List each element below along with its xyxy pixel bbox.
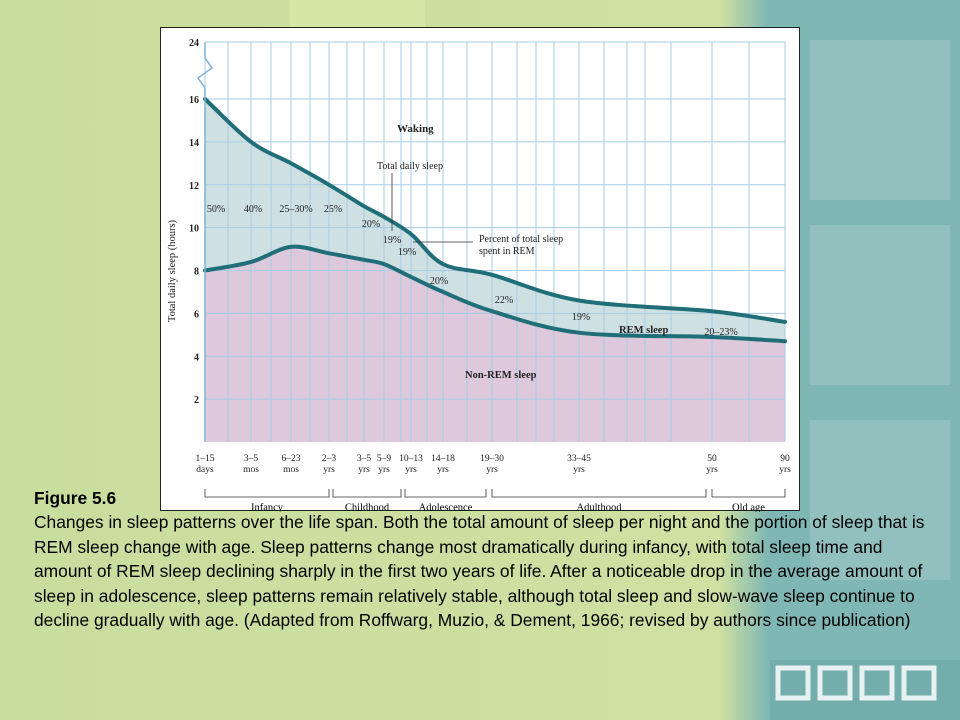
rem-sleep-label: REM sleep bbox=[619, 325, 668, 336]
x-tick-label: yrs bbox=[779, 465, 791, 475]
background-tile bbox=[810, 225, 950, 385]
rem-percent-label: 20% bbox=[430, 276, 448, 287]
y-tick-label: 14 bbox=[189, 138, 199, 149]
background-tile bbox=[810, 40, 950, 200]
x-tick-label: yrs bbox=[405, 465, 417, 475]
age-group-bracket bbox=[491, 489, 707, 498]
total-sleep-label: Total daily sleep bbox=[377, 161, 443, 172]
x-tick-label: 3–5 bbox=[357, 454, 372, 464]
x-tick-label: 33–45 bbox=[567, 454, 591, 464]
age-group-bracket bbox=[404, 489, 487, 498]
age-group-label: Adolescence bbox=[419, 502, 473, 512]
caption-body: Changes in sleep patterns over the life … bbox=[34, 512, 925, 631]
rem-percent-label: 25% bbox=[324, 204, 342, 215]
nonrem-area bbox=[205, 246, 785, 442]
y-axis-label: Total daily sleep (hours) bbox=[167, 219, 178, 322]
age-group-label: Childhood bbox=[345, 502, 390, 512]
total-sleep-line bbox=[203, 97, 787, 324]
x-tick-label: mos bbox=[243, 465, 259, 475]
y-tick-label: 16 bbox=[189, 95, 199, 106]
y-axis-break bbox=[196, 42, 214, 442]
x-tick-label: days bbox=[196, 465, 214, 475]
figure-caption: Figure 5.6 Changes in sleep patterns ove… bbox=[34, 486, 939, 632]
waking-label: Waking bbox=[397, 123, 434, 135]
age-group-bracket bbox=[332, 489, 402, 498]
x-tick-label: 6–23 bbox=[282, 454, 301, 464]
chart-panel: 2 4 6 8 10 12 14 16 24 Total daily sleep (hours) 1… bbox=[160, 27, 800, 512]
age-group-bracket bbox=[204, 489, 330, 498]
x-tick-label: yrs bbox=[706, 465, 718, 475]
x-tick-label: 2–3 bbox=[322, 454, 337, 464]
caption-title: Figure 5.6 bbox=[34, 488, 117, 508]
x-tick-label: mos bbox=[283, 465, 299, 475]
background-tile bbox=[810, 420, 950, 580]
rem-percent-label: 40% bbox=[244, 204, 262, 215]
background-square-icon bbox=[901, 665, 937, 701]
x-tick-label: 1–15 bbox=[196, 454, 215, 464]
rem-percent-label: 19% bbox=[383, 235, 401, 246]
x-tick-label: yrs bbox=[486, 465, 498, 475]
rem-percent-label: 19% bbox=[572, 312, 590, 323]
x-tick-label: 10–13 bbox=[399, 454, 423, 464]
age-group-label: Infancy bbox=[251, 502, 284, 512]
x-tick-label: 14–18 bbox=[431, 454, 455, 464]
x-tick-label: 50 bbox=[707, 454, 717, 464]
age-group-label: Old age bbox=[732, 502, 765, 512]
y-tick-label: 2 bbox=[194, 395, 199, 406]
x-tick-label: yrs bbox=[437, 465, 449, 475]
nonrem-boundary-line bbox=[203, 244, 787, 344]
x-tick-label: yrs bbox=[358, 465, 370, 475]
rem-percent-label: 19% bbox=[398, 247, 416, 258]
x-tick-label: yrs bbox=[573, 465, 585, 475]
y-tick-label: 12 bbox=[189, 181, 199, 192]
y-tick-label: 10 bbox=[189, 224, 199, 235]
age-group-bracket bbox=[711, 489, 786, 498]
y-tick-label: 24 bbox=[189, 38, 199, 49]
x-tick-label: yrs bbox=[378, 465, 390, 475]
rem-percent-label: 25–30% bbox=[279, 204, 312, 215]
y-tick-label: 4 bbox=[194, 352, 199, 363]
percent-rem-label: spent in REM bbox=[479, 246, 535, 257]
background-square-icon bbox=[775, 665, 811, 701]
y-tick-label: 6 bbox=[194, 309, 199, 320]
age-group-label: Adulthood bbox=[577, 502, 623, 512]
rem-percent-label: 22% bbox=[495, 295, 513, 306]
x-tick-label: 5–9 bbox=[377, 454, 392, 464]
x-tick-label: 90 bbox=[780, 454, 790, 464]
percent-rem-label: Percent of total sleep bbox=[479, 234, 563, 245]
x-tick-label: yrs bbox=[323, 465, 335, 475]
x-tick-label: 19–30 bbox=[480, 454, 504, 464]
nonrem-sleep-label: Non-REM sleep bbox=[465, 370, 537, 381]
background-square-icon bbox=[817, 665, 853, 701]
rem-area bbox=[205, 99, 785, 342]
rem-percent-label: 20% bbox=[362, 219, 380, 230]
x-tick-label: 3–5 bbox=[244, 454, 259, 464]
rem-percent-label: 50% bbox=[207, 204, 225, 215]
rem-percent-label: 20–23% bbox=[704, 327, 737, 338]
background-tile bbox=[290, 0, 425, 28]
y-tick-label: 8 bbox=[194, 267, 199, 278]
background-square-icon bbox=[859, 665, 895, 701]
